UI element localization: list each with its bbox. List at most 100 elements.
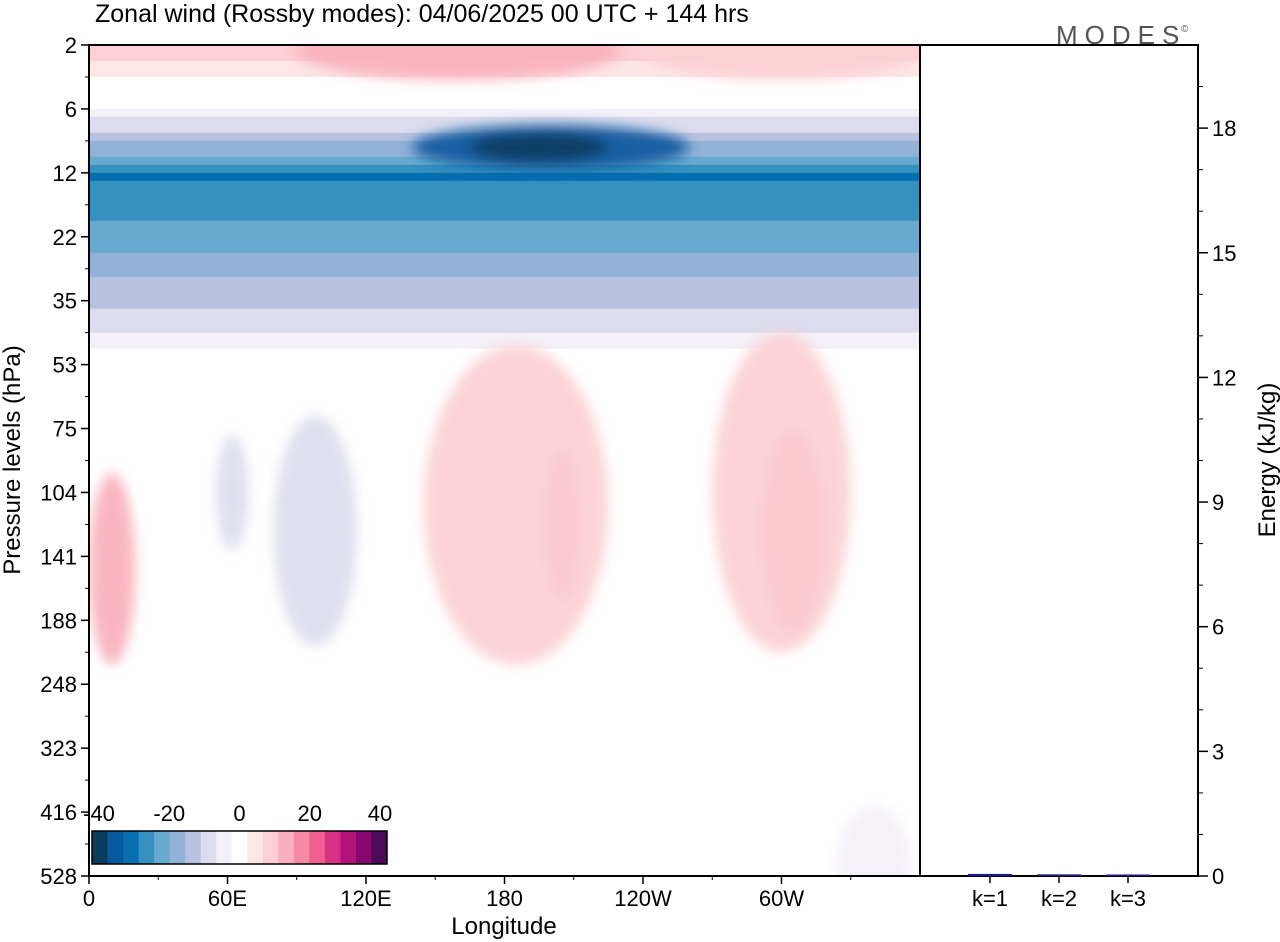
anomaly-features <box>89 45 920 876</box>
zonal-band-416 <box>89 852 920 861</box>
x-tick-label-120W: 120W <box>614 886 672 911</box>
zonal-band-35 <box>89 340 920 350</box>
zonal-band-6 <box>89 116 920 126</box>
colorbar-swatch-2 <box>107 831 124 864</box>
y-tick-label-6: 6 <box>65 97 77 122</box>
x-tick-label-180: 180 <box>486 886 523 911</box>
anomaly-feature-4 <box>469 133 609 162</box>
colorbar-swatch-10 <box>231 831 248 864</box>
zonal-band-12 <box>89 212 920 222</box>
heatmap-panel <box>89 45 920 876</box>
zonal-band-188 <box>89 668 920 677</box>
colorbar-swatch-17 <box>340 831 357 864</box>
zonal-band-323 <box>89 780 920 789</box>
zonal-band-12 <box>89 180 920 190</box>
energy-axis-label: Energy (kJ/kg) <box>1254 383 1280 538</box>
zonal-band-22 <box>89 236 920 246</box>
colorbar-frame <box>91 830 388 865</box>
zonal-band-248 <box>89 724 920 733</box>
zonal-band-22 <box>89 260 920 270</box>
zonal-band-12 <box>89 228 920 238</box>
zonal-band-2 <box>89 76 920 86</box>
zonal-band-12 <box>89 172 920 182</box>
colorbar-swatch-3 <box>123 831 139 864</box>
y-axis: 2 6 12 22 35 53 75 104 141 188 248 323 416 528 <box>40 33 89 889</box>
anomaly-feature-1 <box>296 45 620 81</box>
zonal-band-416 <box>89 836 920 845</box>
energy-panel: 0 3 6 9 12 15 18 k=1 k=2 k=3 <box>919 44 1236 911</box>
anomaly-feature-12 <box>836 805 911 876</box>
zonal-band-22 <box>89 276 920 286</box>
energy-cat-label-k=2: k=2 <box>1041 886 1077 911</box>
y-tick-label-2: 2 <box>65 33 77 58</box>
y-tick-label-188: 188 <box>40 608 77 633</box>
colorbar-swatch-12 <box>262 831 279 864</box>
zonal-band-416 <box>89 860 920 869</box>
zonal-band-248 <box>89 708 920 717</box>
zonal-band-12 <box>89 204 920 214</box>
zonal-band-2 <box>89 100 920 110</box>
zonal-band-323 <box>89 764 920 773</box>
zonal-band-188 <box>89 660 920 669</box>
energy-bar-k=1 <box>968 873 1012 876</box>
energy-tick-label-0: 0 <box>1212 864 1224 889</box>
y-axis-label: Pressure levels (hPa) <box>0 345 26 574</box>
x-tick-label-0: 0 <box>83 886 95 911</box>
x-axis-label: Longitude <box>451 913 556 940</box>
zonal-band-35 <box>89 308 920 318</box>
energy-tick-label-3: 3 <box>1212 739 1224 764</box>
x-axis: 0 60E 120E 180 120W 60W <box>83 876 852 911</box>
x-tick-label-60E: 60E <box>208 886 247 911</box>
anomaly-feature-11 <box>215 434 249 550</box>
anomaly-feature-5 <box>89 473 136 666</box>
zonal-band-248 <box>89 684 920 693</box>
x-tick-label-60W: 60W <box>759 886 804 911</box>
zonal-band-12 <box>89 220 920 230</box>
colorbar-label-20: 20 <box>297 801 321 826</box>
zonal-band-22 <box>89 284 920 294</box>
energy-bar-k=3 <box>1106 874 1150 876</box>
zonal-band-6 <box>89 164 920 174</box>
y-tick-label-35: 35 <box>53 289 77 314</box>
zonal-band-22 <box>89 252 920 262</box>
zonal-band-323 <box>89 804 920 813</box>
zonal-band-12 <box>89 196 920 206</box>
anomaly-feature-9 <box>423 345 609 666</box>
zonal-band-323 <box>89 796 920 805</box>
zonal-band-248 <box>89 732 920 741</box>
colorbar-swatch-6 <box>169 831 186 864</box>
colorbar-label-40: 40 <box>368 801 392 826</box>
colorbar-swatch-18 <box>355 831 372 864</box>
zonal-band-323 <box>89 748 920 757</box>
y-tick-label-248: 248 <box>40 672 77 697</box>
energy-bar-k=2 <box>1037 874 1081 876</box>
colorbar-swatch-7 <box>185 831 202 864</box>
energy-tick-label-12: 12 <box>1212 365 1236 390</box>
anomaly-feature-8 <box>273 415 357 646</box>
colorbar-swatch-9 <box>216 831 233 864</box>
zonal-band-323 <box>89 772 920 781</box>
y-tick-label-12: 12 <box>53 161 77 186</box>
zonal-band-323 <box>89 756 920 765</box>
energy-cat-label-k=3: k=3 <box>1110 886 1146 911</box>
colorbar: -40 -20 0 20 40 <box>83 801 392 865</box>
zonal-band-188 <box>89 676 920 685</box>
zonal-band-6 <box>89 108 920 118</box>
energy-frame <box>919 44 1199 877</box>
colorbar-swatch-5 <box>154 831 171 864</box>
y-tick-label-416: 416 <box>40 800 77 825</box>
colorbar-swatch-13 <box>278 831 295 864</box>
colorbar-label-0: 0 <box>233 801 245 826</box>
energy-tick-label-18: 18 <box>1212 116 1236 141</box>
y-tick-label-22: 22 <box>53 225 77 250</box>
chart-title: Zonal wind (Rossby modes): 04/06/2025 00… <box>95 0 749 28</box>
zonal-band-2 <box>89 92 920 102</box>
zonal-band-323 <box>89 788 920 797</box>
colorbar-swatch-1 <box>92 831 108 864</box>
y-tick-label-53: 53 <box>53 353 77 378</box>
zonal-band-248 <box>89 716 920 725</box>
colorbar-swatch-15 <box>309 831 326 864</box>
colorbar-swatch-19 <box>371 831 388 864</box>
zonal-band-35 <box>89 300 920 310</box>
